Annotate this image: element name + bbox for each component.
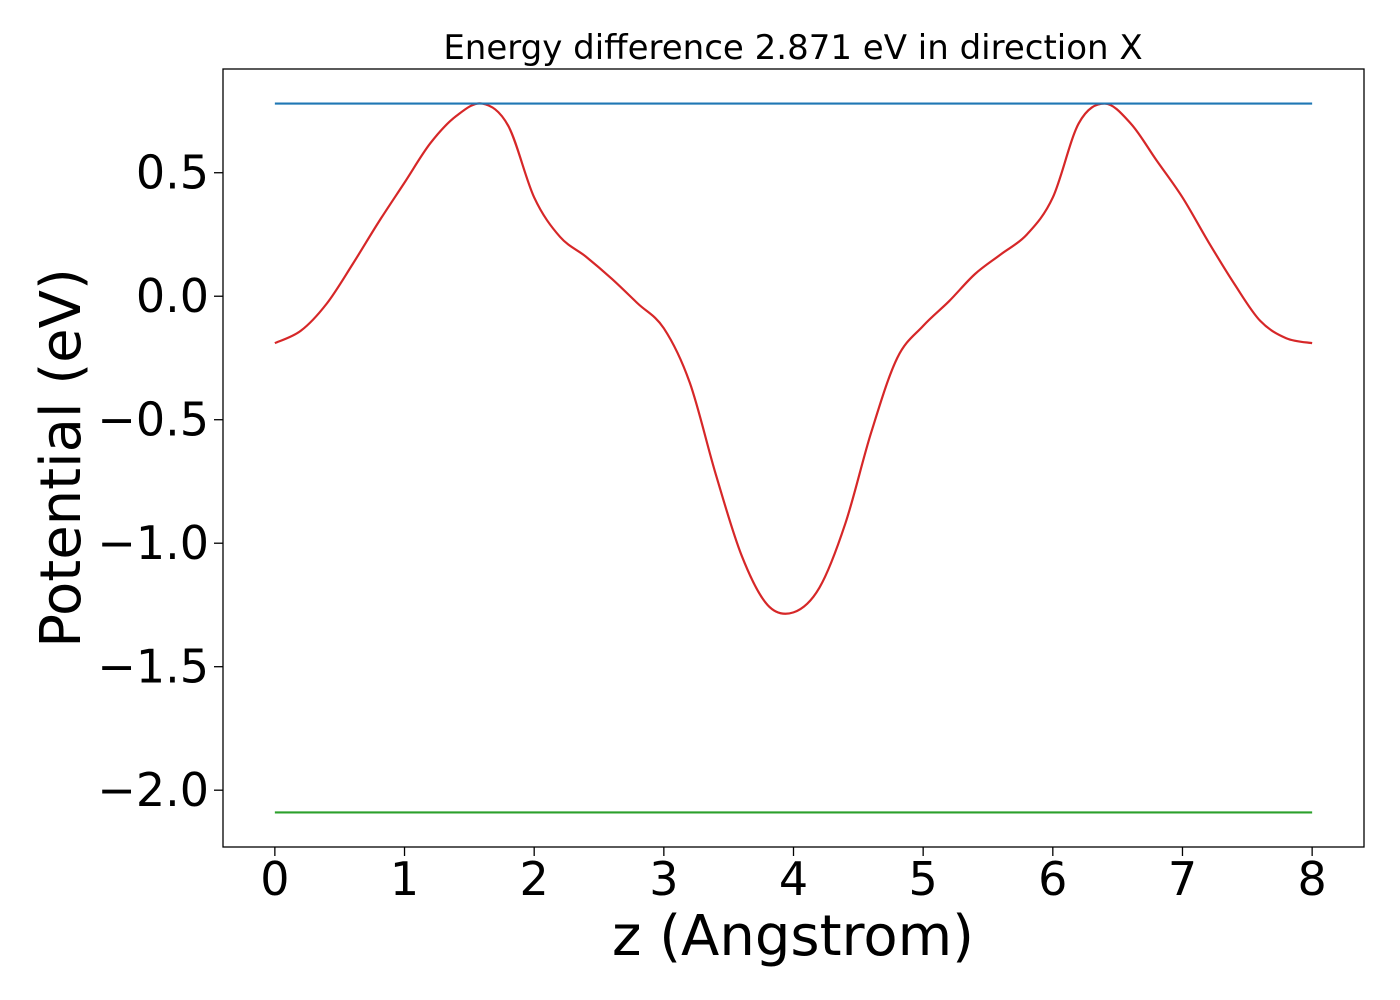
plot-lines <box>274 102 1313 814</box>
x-tick-label: 0 <box>260 852 289 906</box>
y-tick-label: 0.0 <box>136 269 209 323</box>
x-tick-label: 5 <box>909 852 938 906</box>
y-tick-label: −0.5 <box>97 393 209 447</box>
x-tick-label: 8 <box>1297 852 1326 906</box>
x-tick-label: 6 <box>1038 852 1067 906</box>
series-line-0 <box>274 102 1313 615</box>
y-axis: 0.5 0.0 −0.5 −1.0 −1.5 −2.0 <box>97 146 223 817</box>
y-axis-label: Potential (eV) <box>29 268 94 648</box>
y-tick-label: −2.0 <box>97 763 209 817</box>
x-tick-label: 2 <box>520 852 549 906</box>
x-axis-label: z (Angstrom) <box>612 904 974 969</box>
y-tick-label: −1.5 <box>97 640 209 694</box>
x-tick-label: 4 <box>779 852 808 906</box>
x-tick-label: 3 <box>649 852 678 906</box>
y-tick-label: 0.5 <box>136 146 209 200</box>
x-tick-label: 7 <box>1168 852 1197 906</box>
chart-title: Energy difference 2.871 eV in direction … <box>443 28 1142 68</box>
plot-frame <box>222 68 1365 848</box>
y-tick-label: −1.0 <box>97 516 209 570</box>
x-tick-label: 1 <box>390 852 419 906</box>
x-axis: 0 1 2 3 4 5 6 7 8 <box>260 847 1327 906</box>
